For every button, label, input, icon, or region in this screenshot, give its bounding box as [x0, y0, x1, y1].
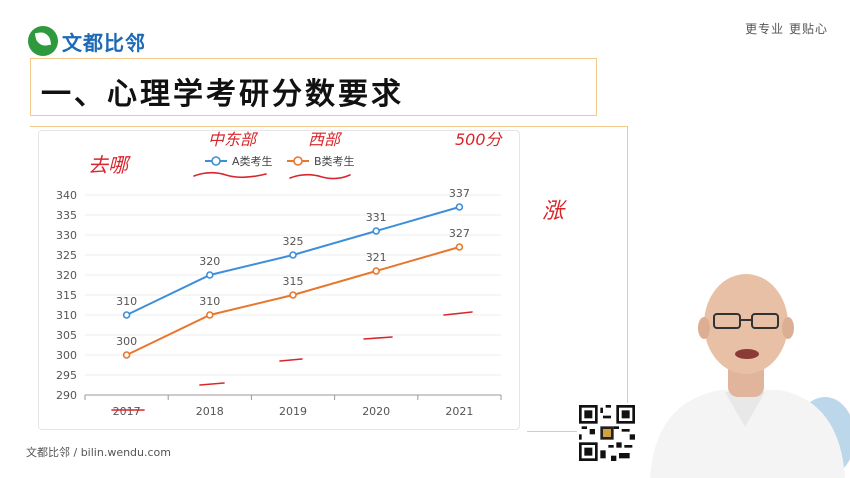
x-tick-label: 2020 — [362, 405, 390, 418]
data-label: 337 — [449, 187, 470, 200]
legend-label: B类考生 — [314, 154, 355, 168]
data-label: 331 — [366, 211, 387, 224]
brand-logo: 文都比邻 — [28, 26, 146, 56]
data-label: 320 — [199, 255, 220, 268]
data-label: 321 — [366, 251, 387, 264]
series-line — [126, 246, 460, 356]
x-tick-label: 2017 — [113, 405, 141, 418]
legend-marker — [211, 156, 221, 166]
x-tick-label: 2019 — [279, 405, 307, 418]
data-label: 300 — [116, 335, 137, 348]
frame-divider — [30, 126, 628, 127]
data-label: 310 — [116, 295, 137, 308]
x-tick-label: 2021 — [445, 405, 473, 418]
line-chart: 290 295 300 305 310 315 320 325 330 335 340 2017 201… — [56, 154, 502, 418]
qr-code — [577, 403, 637, 463]
y-tick-label: 320 — [56, 269, 77, 282]
data-point — [372, 227, 381, 235]
y-tick-label: 325 — [56, 249, 77, 262]
data-point — [122, 351, 131, 359]
legend-label: A类考生 — [232, 154, 273, 168]
data-point — [206, 311, 214, 319]
brand-name: 文都比邻 — [62, 30, 146, 55]
y-tick-label: 295 — [56, 369, 77, 382]
slide-title: 一、心理学考研分数要求 — [41, 77, 404, 112]
y-tick-label: 310 — [56, 309, 77, 322]
annotation-rise: 涨 — [542, 199, 567, 224]
legend-marker — [293, 156, 303, 166]
data-label: 327 — [449, 227, 470, 240]
y-tick-label: 335 — [56, 209, 77, 222]
data-point — [372, 267, 381, 275]
leaf-logo-icon — [28, 26, 58, 56]
presenter-video — [650, 274, 850, 478]
x-tick-label: 2018 — [196, 405, 224, 418]
brand-slogan: 更专业 更贴心 — [745, 22, 828, 36]
data-point — [289, 291, 297, 299]
y-tick-label: 340 — [56, 189, 77, 202]
y-tick-label: 330 — [56, 229, 77, 242]
chart-card: 290 295 300 305 310 315 320 325 330 335 340 2017 201… — [38, 130, 520, 430]
data-label: 325 — [283, 235, 304, 248]
footer-text: 文都比邻 / bilin.wendu.com — [26, 446, 171, 459]
y-tick-label: 305 — [56, 329, 77, 342]
data-point — [455, 243, 464, 251]
data-point — [455, 203, 464, 211]
data-point — [289, 251, 297, 259]
data-label: 310 — [199, 295, 220, 308]
slide-title-box: 一、心理学考研分数要求 — [30, 58, 597, 116]
y-tick-label: 300 — [56, 349, 77, 362]
y-tick-label: 290 — [56, 389, 77, 402]
y-tick-label: 315 — [56, 289, 77, 302]
data-point — [206, 271, 214, 279]
data-label: 315 — [283, 275, 304, 288]
frame-divider — [627, 126, 628, 431]
data-point — [122, 311, 131, 319]
